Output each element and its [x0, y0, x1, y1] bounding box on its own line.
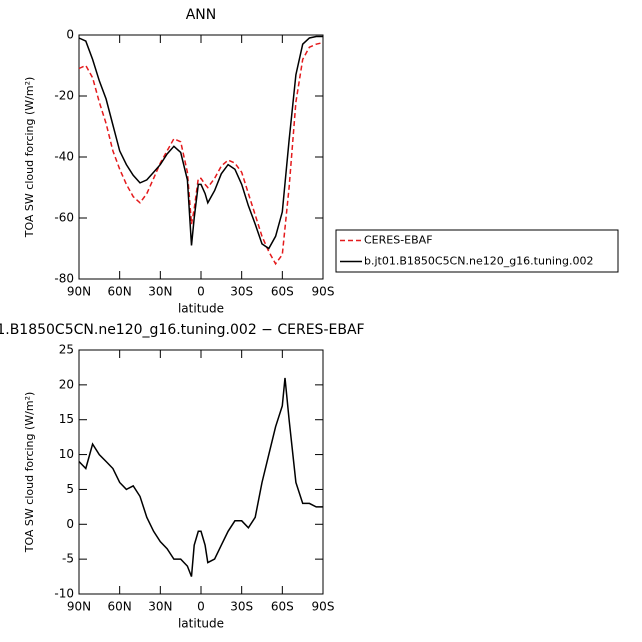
x-tick-label: 60N	[108, 285, 132, 299]
x-tick-label: 60N	[108, 600, 132, 614]
y-tick-label: -20	[54, 89, 74, 103]
x-tick-label: 30S	[230, 285, 253, 299]
data-line	[78, 35, 323, 250]
x-tick-label: 30S	[230, 600, 253, 614]
x-tick-label: 90S	[312, 285, 335, 299]
x-tick-label: 0	[197, 285, 205, 299]
x-tick-label: 30N	[148, 600, 172, 614]
x-tick-label: 0	[197, 600, 205, 614]
data-line	[78, 377, 323, 577]
y-tick-label: -60	[54, 211, 74, 225]
legend-label: b.jt01.B1850C5CN.ne120_g16.tuning.002	[364, 255, 593, 268]
y-tick-label: 10	[59, 447, 74, 461]
x-tick-label: 90S	[312, 600, 335, 614]
y-axis-label: TOA SW cloud forcing (W/m²)	[23, 392, 36, 554]
data-line	[78, 41, 324, 266]
chart-title: ANN	[186, 7, 217, 23]
y-tick-label: 5	[66, 482, 74, 496]
x-tick-label: 60S	[271, 600, 294, 614]
y-tick-label: 25	[59, 343, 74, 357]
x-axis-label: latitude	[178, 617, 224, 631]
y-tick-label: -10	[54, 587, 74, 601]
y-axis-label: TOA SW cloud forcing (W/m²)	[23, 77, 36, 239]
y-tick-label: -40	[54, 150, 74, 164]
y-tick-label: 20	[59, 377, 74, 391]
x-tick-label: 90N	[67, 600, 91, 614]
legend-box	[335, 229, 619, 273]
y-tick-label: -80	[54, 272, 74, 286]
y-tick-label: 0	[66, 517, 74, 531]
x-axis-label: latitude	[178, 302, 224, 316]
y-tick-label: 0	[66, 28, 74, 42]
chart-title: 01.B1850C5CN.ne120_g16.tuning.002 − CERE…	[0, 322, 365, 338]
legend-label: CERES-EBAF	[364, 234, 433, 247]
y-tick-label: -5	[62, 552, 74, 566]
x-tick-label: 60S	[271, 285, 294, 299]
x-tick-label: 30N	[148, 285, 172, 299]
y-tick-label: 15	[59, 412, 74, 426]
x-tick-label: 90N	[67, 285, 91, 299]
